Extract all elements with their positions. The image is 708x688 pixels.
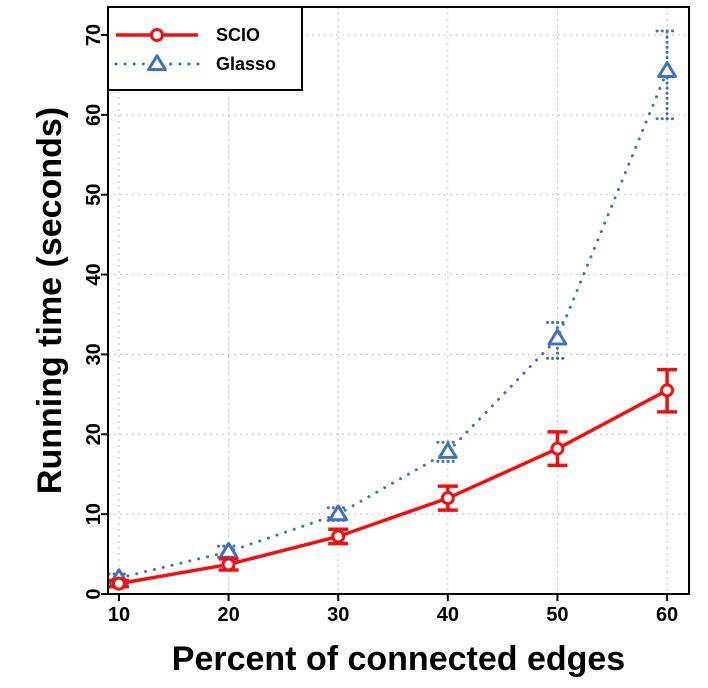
- y-tick-label: 50: [83, 184, 105, 206]
- data-point: [111, 576, 126, 591]
- y-tick-label: 40: [83, 263, 105, 285]
- data-point: [440, 491, 455, 506]
- data-point: [328, 504, 349, 522]
- y-tick-label: 70: [83, 24, 105, 46]
- x-tick-label: 50: [546, 604, 568, 626]
- grid-lines: [108, 7, 689, 595]
- legend: SCIO Glasso: [107, 6, 303, 91]
- legend-box: [107, 6, 303, 91]
- y-tick-label: 20: [83, 423, 105, 445]
- plot-frame: [107, 6, 690, 595]
- series-glasso: [107, 29, 679, 586]
- x-tick-label: 20: [217, 604, 239, 626]
- y-tick-label: 30: [83, 343, 105, 365]
- x-tick-label: 40: [437, 604, 459, 626]
- data-point: [657, 61, 677, 78]
- data-point: [660, 383, 675, 398]
- x-tick-label: 10: [108, 604, 130, 626]
- legend-label-scio: SCIO: [216, 25, 260, 45]
- series-scio: [108, 367, 678, 591]
- plot-series: [107, 29, 679, 591]
- x-axis-title: Percent of connected edges: [172, 640, 625, 678]
- data-point: [547, 328, 568, 346]
- data-point: [550, 441, 565, 456]
- data-point: [437, 442, 458, 459]
- data-point: [221, 557, 236, 572]
- y-tick-label: 0: [83, 588, 105, 599]
- series-line-scio: [118, 388, 668, 586]
- x-tick-label: 60: [656, 604, 678, 626]
- data-point: [331, 529, 346, 544]
- x-tick-label: 30: [327, 604, 349, 626]
- legend-marker-glasso: [147, 54, 167, 72]
- y-tick-label: 60: [83, 104, 105, 126]
- y-tick-label: 10: [83, 503, 105, 525]
- legend-marker-scio: [150, 28, 164, 42]
- y-axis-title: Running time (seconds): [31, 107, 69, 494]
- series-line-glasso: [117, 69, 669, 580]
- legend-label-glasso: Glasso: [216, 54, 276, 74]
